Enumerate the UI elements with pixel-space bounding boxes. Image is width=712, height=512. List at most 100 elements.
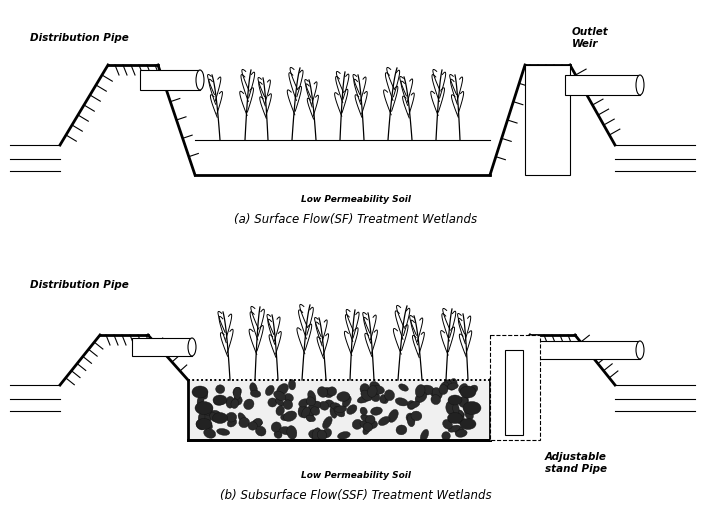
Ellipse shape <box>299 399 309 407</box>
Ellipse shape <box>442 432 450 440</box>
Ellipse shape <box>415 392 426 403</box>
Ellipse shape <box>233 387 241 396</box>
Ellipse shape <box>234 396 242 405</box>
Ellipse shape <box>204 429 216 438</box>
Ellipse shape <box>277 383 288 395</box>
Ellipse shape <box>283 411 297 421</box>
Ellipse shape <box>420 430 429 441</box>
Ellipse shape <box>244 399 254 410</box>
Ellipse shape <box>366 420 377 429</box>
Ellipse shape <box>334 407 345 417</box>
Ellipse shape <box>337 432 350 439</box>
Ellipse shape <box>192 386 208 398</box>
Ellipse shape <box>253 418 262 426</box>
Bar <box>536 341 640 359</box>
Ellipse shape <box>388 410 398 422</box>
Ellipse shape <box>188 338 196 356</box>
Ellipse shape <box>453 403 459 414</box>
Ellipse shape <box>430 389 439 397</box>
Ellipse shape <box>347 404 357 414</box>
Ellipse shape <box>335 406 347 413</box>
Ellipse shape <box>342 396 351 407</box>
Ellipse shape <box>306 415 315 422</box>
Text: (b) Subsurface Flow(SSF) Treatment Wetlands: (b) Subsurface Flow(SSF) Treatment Wetla… <box>220 488 492 501</box>
Ellipse shape <box>302 407 310 418</box>
Ellipse shape <box>444 380 452 389</box>
Ellipse shape <box>287 425 297 439</box>
Ellipse shape <box>396 425 407 435</box>
Ellipse shape <box>448 413 463 423</box>
Ellipse shape <box>328 387 337 396</box>
Ellipse shape <box>407 400 415 410</box>
Ellipse shape <box>238 413 246 424</box>
Ellipse shape <box>449 425 460 432</box>
Bar <box>140 70 200 90</box>
Ellipse shape <box>337 392 350 401</box>
Ellipse shape <box>443 419 452 429</box>
Text: Outlet
Weir: Outlet Weir <box>572 27 609 49</box>
Ellipse shape <box>266 386 274 395</box>
Ellipse shape <box>325 400 334 407</box>
Ellipse shape <box>283 400 293 410</box>
Ellipse shape <box>363 422 372 431</box>
Ellipse shape <box>461 396 468 405</box>
Ellipse shape <box>363 424 370 435</box>
Ellipse shape <box>372 386 384 394</box>
Ellipse shape <box>367 386 377 397</box>
Ellipse shape <box>415 385 425 397</box>
Ellipse shape <box>318 387 328 397</box>
Ellipse shape <box>195 401 213 415</box>
Ellipse shape <box>360 421 372 429</box>
Ellipse shape <box>460 418 476 430</box>
Ellipse shape <box>308 401 321 412</box>
Ellipse shape <box>379 416 390 425</box>
Ellipse shape <box>214 398 225 406</box>
Ellipse shape <box>203 419 212 429</box>
Ellipse shape <box>448 378 457 390</box>
Text: Low Permeability Soil: Low Permeability Soil <box>301 196 411 204</box>
Ellipse shape <box>323 388 333 398</box>
Ellipse shape <box>330 403 340 410</box>
Ellipse shape <box>360 383 370 395</box>
Ellipse shape <box>280 426 292 435</box>
Ellipse shape <box>281 414 290 421</box>
Ellipse shape <box>273 391 286 400</box>
Ellipse shape <box>460 386 476 398</box>
Ellipse shape <box>216 385 225 394</box>
Text: (a) Surface Flow(SF) Treatment Wetlands: (a) Surface Flow(SF) Treatment Wetlands <box>234 214 478 226</box>
Ellipse shape <box>464 408 473 420</box>
Ellipse shape <box>196 420 206 430</box>
Ellipse shape <box>446 401 456 415</box>
Ellipse shape <box>370 381 380 392</box>
Ellipse shape <box>409 401 420 409</box>
Ellipse shape <box>248 421 257 430</box>
Ellipse shape <box>213 395 227 405</box>
Ellipse shape <box>365 415 375 424</box>
Ellipse shape <box>439 385 448 394</box>
Ellipse shape <box>227 419 236 427</box>
Bar <box>505 350 523 435</box>
Text: Adjustable
stand Pipe: Adjustable stand Pipe <box>545 452 607 474</box>
Ellipse shape <box>268 398 277 407</box>
Ellipse shape <box>205 411 214 419</box>
Ellipse shape <box>198 412 205 423</box>
Ellipse shape <box>196 418 212 430</box>
Ellipse shape <box>200 388 208 399</box>
Ellipse shape <box>306 397 315 406</box>
Ellipse shape <box>371 392 380 401</box>
Ellipse shape <box>310 407 320 415</box>
Ellipse shape <box>454 410 464 419</box>
Ellipse shape <box>308 391 316 403</box>
Ellipse shape <box>381 395 388 403</box>
Ellipse shape <box>370 407 382 415</box>
Ellipse shape <box>456 415 465 424</box>
Ellipse shape <box>320 401 329 410</box>
Ellipse shape <box>274 431 282 438</box>
Ellipse shape <box>407 414 415 426</box>
Ellipse shape <box>212 413 228 423</box>
Ellipse shape <box>636 341 644 359</box>
Ellipse shape <box>431 395 441 404</box>
Ellipse shape <box>432 388 442 399</box>
Ellipse shape <box>209 410 221 419</box>
Ellipse shape <box>384 390 394 400</box>
